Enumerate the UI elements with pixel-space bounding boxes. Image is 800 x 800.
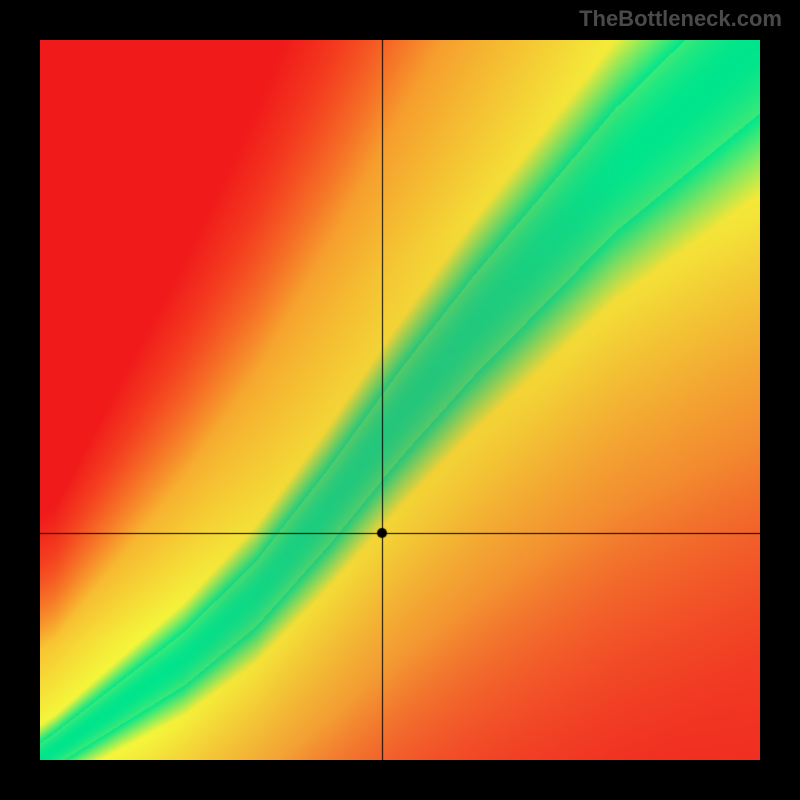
bottleneck-heatmap xyxy=(40,40,760,760)
heatmap-canvas xyxy=(40,40,760,760)
watermark-text: TheBottleneck.com xyxy=(579,6,782,32)
